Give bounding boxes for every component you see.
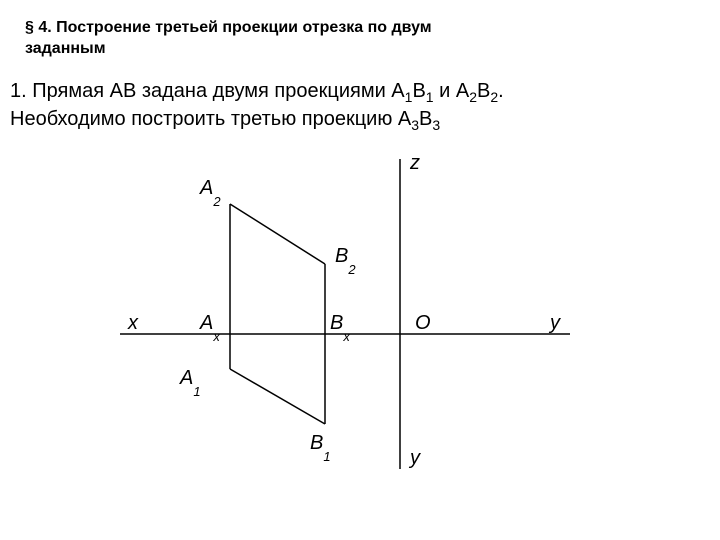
svg-text:y: y xyxy=(408,447,421,469)
svg-text:Вx: Вx xyxy=(330,312,350,344)
projection-diagram: x y z y O А2 В2 Аx Вx А1 В1 xyxy=(0,134,720,514)
svg-text:А1: А1 xyxy=(179,367,201,399)
problem-statement: 1. Прямая АВ задана двумя проекциями А1В… xyxy=(0,70,720,134)
svg-text:В1: В1 xyxy=(310,432,331,464)
svg-text:В2: В2 xyxy=(335,245,356,277)
svg-text:z: z xyxy=(409,152,420,174)
svg-text:y: y xyxy=(548,312,561,334)
svg-text:А2: А2 xyxy=(199,177,221,209)
svg-text:Аx: Аx xyxy=(199,312,220,344)
svg-text:O: O xyxy=(415,312,431,334)
svg-text:x: x xyxy=(127,312,139,334)
section-title: § 4. Построение третьей проекции отрезка… xyxy=(0,0,480,70)
